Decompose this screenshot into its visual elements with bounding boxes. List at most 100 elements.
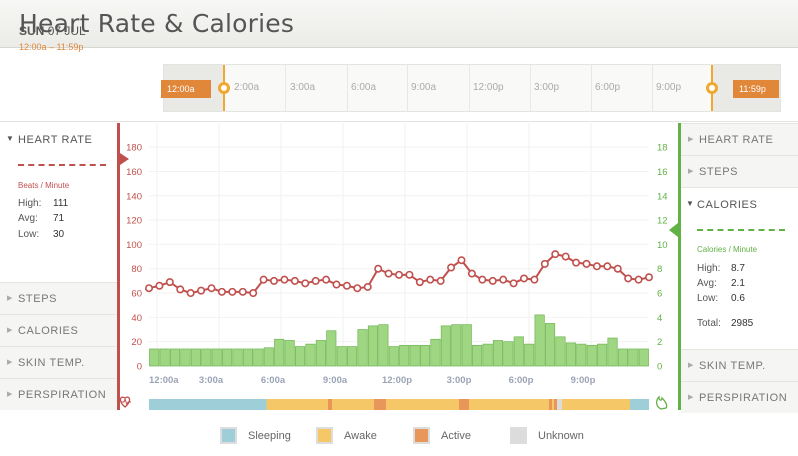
timeline-end-handle[interactable] xyxy=(706,82,718,94)
right-axis-tick-label: 18 xyxy=(657,143,668,154)
left-axis-tick-label: 140 xyxy=(126,191,142,202)
calories-avg: 2.1 xyxy=(731,278,745,289)
heart-rate-point xyxy=(176,285,185,294)
calorie-bar xyxy=(211,348,222,367)
x-axis-tick-label: 3:00p xyxy=(447,375,472,386)
heart-rate-point xyxy=(342,281,351,290)
heart-rate-point xyxy=(249,289,258,298)
calorie-bar xyxy=(149,348,160,367)
timeline-tick: 6:00p xyxy=(595,82,621,93)
calorie-bar xyxy=(617,348,629,367)
left-axis-tick-label: 100 xyxy=(126,240,142,251)
heart-rate-point xyxy=(624,274,633,283)
timeline-gridline xyxy=(285,65,286,111)
sidebar-item-heart-rate[interactable]: ▶ HEART RATE xyxy=(681,123,798,155)
heart-rate-point xyxy=(290,276,299,285)
calories-pointer xyxy=(669,223,678,237)
left-axis-tick-label: 20 xyxy=(131,337,142,348)
calorie-bar xyxy=(409,344,420,367)
calorie-bar xyxy=(461,324,472,367)
heart-rate-point xyxy=(592,262,601,271)
legend-label-awake: Awake xyxy=(344,430,377,442)
left-axis-tick-label: 60 xyxy=(131,289,142,300)
x-axis-tick-label: 9:00a xyxy=(323,375,348,386)
heart-rate-point xyxy=(644,273,653,282)
calorie-bar xyxy=(503,341,514,367)
left-axis-tick-label: 40 xyxy=(131,313,142,324)
activity-segment-awake xyxy=(266,399,328,410)
right-axis-bar xyxy=(678,123,681,410)
activity-segment-awake xyxy=(332,399,374,410)
calorie-bar xyxy=(534,314,545,367)
timeline-gridline xyxy=(407,65,408,111)
sidebar-item-label: PERSPIRATION xyxy=(18,389,107,401)
heart-rate-point xyxy=(519,274,528,283)
sidebar-item-label: STEPS xyxy=(18,293,58,305)
calorie-bar xyxy=(347,346,358,367)
heart-rate-point xyxy=(374,264,383,273)
heart-rate-point xyxy=(332,280,341,289)
calorie-bar xyxy=(263,347,274,367)
activity-segment-sleeping xyxy=(630,399,649,410)
start-time-tag[interactable]: 12:00a xyxy=(161,80,211,98)
right-axis-tick-label: 6 xyxy=(657,289,662,300)
calorie-bar xyxy=(305,343,316,367)
sidebar-item-skin-temp[interactable]: ▶ SKIN TEMP. xyxy=(681,349,798,381)
sidebar-item-skin-temp[interactable]: ▶ SKIN TEMP. xyxy=(0,346,117,378)
legend-swatch-active xyxy=(413,427,430,444)
calorie-bar xyxy=(451,324,462,367)
heart-rate-pointer xyxy=(120,153,129,165)
high-label: High: xyxy=(697,263,721,274)
page-title: Heart Rate & Calories xyxy=(19,9,295,38)
heart-rate-point xyxy=(311,276,320,285)
end-time-tag[interactable]: 11:59p xyxy=(733,80,779,98)
right-axis-tick-label: 14 xyxy=(657,191,668,202)
sidebar-item-calories[interactable]: ▶ CALORIES xyxy=(0,314,117,346)
heart-rate-point xyxy=(353,284,362,293)
sidebar-item-perspiration[interactable]: ▶ PERSPIRATION xyxy=(0,378,117,410)
right-axis-tick-label: 0 xyxy=(657,362,662,373)
timeline-start-handle[interactable] xyxy=(218,82,230,94)
date-label[interactable]: SUN 07 JUL xyxy=(19,24,86,38)
heart-rate-point xyxy=(530,275,539,284)
heart-rate-point xyxy=(582,259,591,268)
calories-section[interactable]: ▼ CALORIES Calories / Minute High: 8.7 A… xyxy=(681,187,798,347)
timeline-scrubber[interactable] xyxy=(163,64,781,112)
activity-segment-awake xyxy=(562,399,630,410)
heart-rate-low: 30 xyxy=(53,229,65,240)
x-axis-tick-label: 9:00p xyxy=(571,375,596,386)
heart-rate-calories-chart[interactable]: 0 20 40 60 80 100 120 140 160 180 0 2 4 6 8 10 12 14 16 18 1… xyxy=(117,123,681,410)
heart-rate-high: 111 xyxy=(53,198,69,209)
calories-high: 8.7 xyxy=(731,263,745,274)
calories-total: 2985 xyxy=(731,318,754,329)
timeline-gridline xyxy=(469,65,470,111)
timeline-tick: 3:00a xyxy=(290,82,316,93)
heart-rate-avg: 71 xyxy=(53,213,65,224)
calorie-bar xyxy=(180,348,191,367)
timeline-tick: 9:00a xyxy=(411,82,437,93)
heart-rate-point xyxy=(280,275,289,284)
heart-rate-point xyxy=(436,276,445,285)
heart-rate-point xyxy=(488,276,497,285)
calorie-bar xyxy=(544,323,556,367)
calorie-bar xyxy=(378,324,389,367)
calorie-bar xyxy=(430,338,441,367)
calorie-bar xyxy=(274,338,285,367)
timeline-tick: 12:00p xyxy=(473,82,504,93)
sidebar-item-label: SKIN TEMP. xyxy=(18,357,85,369)
x-axis-tick-label: 6:00a xyxy=(261,375,286,386)
heart-rate-point xyxy=(551,250,560,259)
heart-rate-point xyxy=(499,275,508,284)
timeline-gridline xyxy=(652,65,653,111)
heart-rate-point xyxy=(572,258,581,267)
calorie-bar xyxy=(294,346,306,367)
sidebar-item-steps[interactable]: ▶ STEPS xyxy=(0,282,117,314)
calories-unit: Calories / Minute xyxy=(697,245,758,254)
heart-rate-section[interactable]: ▼ HEART RATE Beats / Minute High: 111 Av… xyxy=(0,123,117,281)
legend-label-sleeping: Sleeping xyxy=(248,430,291,442)
calorie-bar xyxy=(336,346,347,367)
sidebar-item-steps[interactable]: ▶ STEPS xyxy=(681,155,798,187)
sidebar-item-label: STEPS xyxy=(699,166,739,178)
timeline-gridline xyxy=(591,65,592,111)
sidebar-item-perspiration[interactable]: ▶ PERSPIRATION xyxy=(681,381,798,413)
